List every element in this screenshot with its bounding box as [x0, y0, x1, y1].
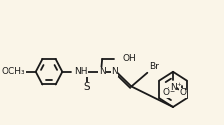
Text: •: •	[184, 87, 188, 93]
Text: OH: OH	[123, 54, 136, 63]
Text: S: S	[84, 82, 90, 92]
Text: N: N	[170, 82, 176, 92]
Text: NH: NH	[74, 67, 87, 76]
Text: OCH₃: OCH₃	[2, 67, 25, 76]
Text: −: −	[170, 88, 175, 93]
Text: N: N	[111, 67, 118, 76]
Text: O: O	[162, 88, 169, 97]
Text: O: O	[179, 88, 186, 97]
Text: N: N	[99, 67, 106, 76]
Text: Br: Br	[149, 62, 159, 71]
Text: +: +	[177, 82, 181, 87]
